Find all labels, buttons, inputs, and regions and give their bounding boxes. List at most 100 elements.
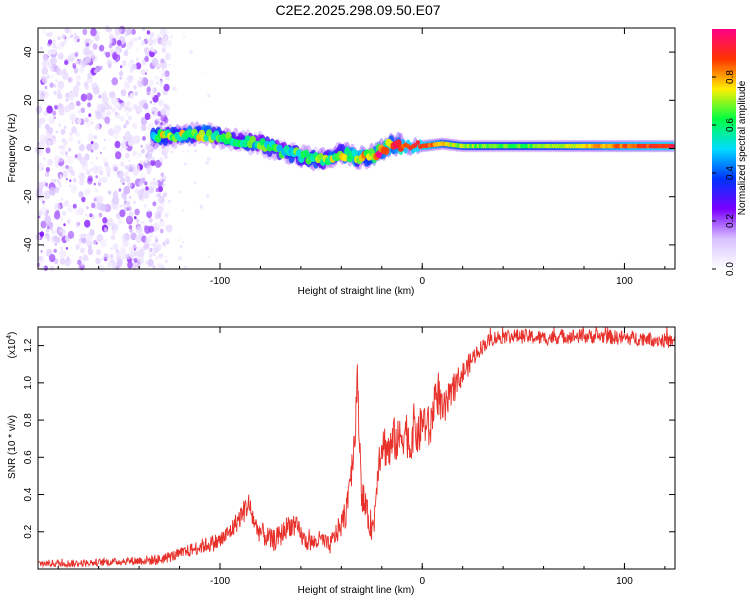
noise-blob bbox=[98, 44, 105, 52]
noise-blob bbox=[57, 35, 61, 41]
noise-blob bbox=[93, 197, 99, 203]
noise-blob bbox=[91, 55, 98, 63]
noise-blob bbox=[140, 220, 144, 225]
noise-blob bbox=[141, 60, 147, 66]
noise-blob bbox=[164, 155, 168, 160]
noise-speck bbox=[170, 150, 174, 154]
noise-blob bbox=[110, 247, 113, 250]
noise-blob bbox=[51, 49, 57, 55]
noise-blob bbox=[58, 69, 64, 76]
noise-blob bbox=[148, 79, 154, 87]
noise-blob bbox=[129, 250, 136, 258]
spectrogram-ylabel: Frequency (Hz) bbox=[7, 114, 18, 183]
noise-blob bbox=[130, 232, 137, 241]
spec-x-tick-label: 0 bbox=[419, 276, 425, 287]
noise-blob bbox=[84, 188, 91, 196]
noise-blob bbox=[125, 28, 132, 36]
noise-blob bbox=[74, 52, 79, 57]
noise-blob bbox=[81, 159, 88, 167]
noise-blob bbox=[142, 136, 146, 141]
noise-blob bbox=[144, 112, 151, 120]
noise-blob bbox=[60, 197, 64, 201]
noise-blob bbox=[60, 128, 66, 135]
noise-blob bbox=[144, 260, 148, 265]
noise-blob bbox=[74, 206, 82, 216]
noise-blob bbox=[157, 192, 161, 198]
noise-speck bbox=[199, 204, 204, 208]
noise-blob bbox=[91, 202, 96, 209]
noise-speck bbox=[150, 144, 154, 148]
noise-blob bbox=[41, 66, 49, 75]
snr-y-tick-label: 1.2 bbox=[23, 338, 34, 352]
noise-blob bbox=[70, 170, 75, 177]
noise-speck bbox=[167, 31, 169, 34]
noise-blob bbox=[160, 58, 165, 64]
noise-blob bbox=[140, 124, 147, 132]
noise-speck bbox=[186, 150, 189, 153]
spec-y-tick-label: 40 bbox=[23, 46, 34, 58]
noise-blob bbox=[45, 147, 51, 154]
noise-speck bbox=[204, 72, 206, 74]
noise-blob bbox=[86, 169, 91, 176]
noise-blob bbox=[67, 156, 74, 164]
signal-track-cell bbox=[249, 135, 256, 144]
signal-track-cell bbox=[341, 153, 349, 162]
noise-blob bbox=[42, 29, 47, 34]
noise-blob bbox=[125, 200, 131, 207]
noise-blob bbox=[64, 60, 69, 66]
noise-speck bbox=[165, 76, 170, 81]
noise-blob bbox=[111, 77, 118, 86]
noise-blob bbox=[160, 108, 167, 116]
noise-blob bbox=[164, 212, 169, 218]
noise-blob bbox=[94, 69, 98, 74]
noise-blob bbox=[94, 206, 97, 210]
noise-blob bbox=[73, 32, 77, 36]
noise-blob bbox=[136, 57, 139, 61]
colorbar-tick-label: 0.6 bbox=[725, 118, 736, 132]
spectrogram-panel: -100 0 100 -40 -20 0 20 40 Height of straight l… bbox=[7, 25, 676, 297]
noise-blob bbox=[136, 111, 139, 114]
noise-blob bbox=[57, 53, 61, 58]
noise-blob bbox=[147, 258, 154, 267]
noise-blob bbox=[53, 90, 57, 96]
noise-blob bbox=[111, 163, 119, 173]
noise-blob bbox=[53, 116, 56, 120]
noise-blob bbox=[160, 218, 163, 222]
noise-blob bbox=[68, 147, 72, 152]
noise-blob bbox=[49, 227, 53, 231]
noise-blob bbox=[68, 136, 73, 142]
noise-speck bbox=[159, 79, 162, 82]
noise-blob bbox=[140, 144, 143, 148]
noise-speck bbox=[162, 121, 165, 124]
noise-speck bbox=[179, 244, 183, 249]
noise-blob bbox=[102, 146, 106, 151]
noise-blob bbox=[141, 148, 145, 154]
noise-blob bbox=[43, 265, 48, 272]
noise-blob bbox=[40, 220, 47, 229]
noise-blob bbox=[57, 81, 63, 88]
signal-track-cell bbox=[344, 147, 351, 156]
noise-blob bbox=[59, 257, 66, 265]
noise-blob bbox=[39, 231, 45, 237]
noise-blob bbox=[100, 239, 108, 248]
noise-blob bbox=[105, 104, 110, 110]
noise-blob bbox=[98, 212, 103, 218]
noise-blob bbox=[79, 178, 85, 186]
noise-blob bbox=[91, 121, 94, 125]
spec-x-tick-label: 100 bbox=[616, 276, 633, 287]
snr-marks bbox=[37, 326, 676, 569]
noise-speck bbox=[206, 156, 211, 162]
noise-blob bbox=[135, 105, 143, 115]
noise-blob bbox=[148, 254, 153, 259]
noise-blob bbox=[53, 235, 58, 241]
noise-blob bbox=[140, 259, 144, 264]
noise-blob bbox=[103, 253, 109, 260]
noise-blob bbox=[72, 64, 77, 69]
noise-blob bbox=[96, 31, 100, 36]
noise-blob bbox=[107, 218, 114, 226]
noise-blob bbox=[45, 123, 50, 130]
noise-blob bbox=[156, 81, 159, 85]
noise-blob bbox=[135, 62, 142, 70]
spectrogram-xlabel: Height of straight line (km) bbox=[298, 286, 415, 297]
noise-blob bbox=[46, 228, 50, 233]
